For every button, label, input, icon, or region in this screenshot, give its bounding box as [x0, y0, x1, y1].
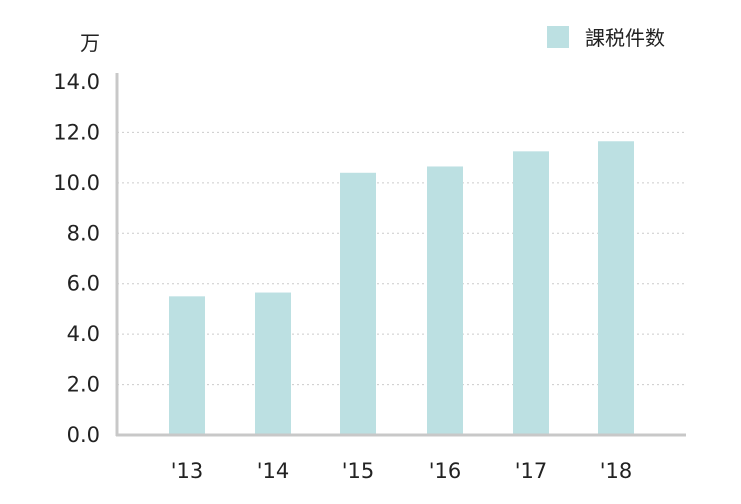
legend-swatch [547, 26, 569, 48]
bar [169, 296, 205, 435]
x-tick-label: '16 [429, 459, 462, 483]
y-tick-label: 8.0 [67, 221, 100, 245]
bar [340, 172, 376, 435]
y-tick-label: 0.0 [67, 423, 100, 447]
x-tick-label: '13 [171, 459, 204, 483]
y-tick-label: 2.0 [67, 373, 100, 397]
axes [115, 73, 686, 437]
x-tick-label: '14 [257, 459, 290, 483]
legend: 課税件数 [547, 26, 665, 50]
y-tick-label: 14.0 [53, 70, 100, 94]
bars [169, 141, 634, 436]
bar [513, 151, 549, 435]
bar [427, 166, 463, 436]
bar [255, 292, 291, 435]
bar [598, 141, 634, 435]
y-tick-label: 6.0 [67, 272, 100, 296]
x-tick-label: '18 [600, 459, 633, 483]
y-tick-label: 10.0 [53, 171, 100, 195]
x-tick-label: '15 [342, 459, 375, 483]
y-tick-label: 12.0 [53, 120, 100, 144]
y-tick-labels: 0.0 2.0 4.0 6.0 8.0 10.0 12.0 14.0 [53, 70, 100, 447]
y-unit-label: 万 [80, 31, 100, 55]
x-tick-label: '17 [515, 459, 548, 483]
y-tick-label: 4.0 [67, 322, 100, 346]
x-tick-labels: '13 '14 '15 '16 '17 '18 [171, 459, 633, 483]
legend-label: 課税件数 [585, 26, 665, 50]
